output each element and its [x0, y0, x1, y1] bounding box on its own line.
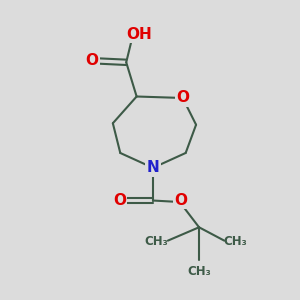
Text: OH: OH [127, 27, 152, 42]
Text: N: N [147, 160, 159, 175]
Text: CH₃: CH₃ [224, 235, 248, 248]
Text: CH₃: CH₃ [145, 235, 168, 248]
Text: CH₃: CH₃ [187, 265, 211, 278]
Text: O: O [176, 91, 189, 106]
Text: O: O [85, 53, 98, 68]
Text: O: O [113, 193, 126, 208]
Text: O: O [175, 193, 188, 208]
